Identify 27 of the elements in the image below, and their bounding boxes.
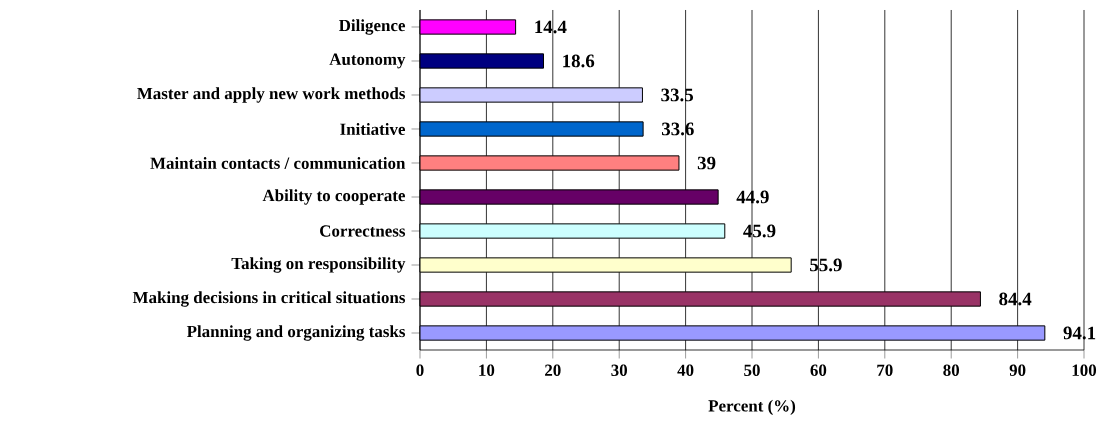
- x-tick-label: 90: [1009, 364, 1026, 376]
- x-tick-label: 60: [810, 364, 827, 376]
- x-tick-label: 0: [416, 364, 424, 376]
- y-tick-label: Planning and organizing tasks: [186, 325, 406, 341]
- data-label: 94.1: [1063, 326, 1096, 340]
- x-tick-label: 100: [1072, 364, 1097, 376]
- x-tick-label: 40: [677, 364, 694, 376]
- data-label: 39: [697, 156, 716, 170]
- y-tick-label: Diligence: [338, 19, 406, 35]
- y-tick-label: Maintain contacts / communication: [150, 157, 406, 169]
- x-axis-title: Percent (%): [708, 399, 796, 416]
- x-tick-label: 70: [877, 364, 893, 376]
- y-tick-label: Ability to cooperate: [262, 189, 406, 205]
- y-tick-label: Making decisions in critical situations: [132, 291, 406, 307]
- y-tick-label: Master and apply new work methods: [137, 87, 406, 103]
- x-tick-label: 80: [943, 364, 960, 376]
- x-tick-label: 20: [545, 364, 561, 376]
- y-tick-label: Correctness: [320, 225, 406, 237]
- y-tick-label: Autonomy: [329, 53, 406, 69]
- x-tick-label: 50: [744, 364, 760, 376]
- data-label: 45.9: [743, 224, 776, 238]
- y-tick-label: Initiative: [340, 123, 406, 135]
- x-tick-label: 30: [611, 364, 628, 376]
- data-label: 18.6: [563, 54, 595, 68]
- x-tick-label: 10: [479, 364, 495, 376]
- data-label: 44.9: [736, 190, 769, 204]
- y-tick-label: Taking on responsibility: [231, 257, 406, 273]
